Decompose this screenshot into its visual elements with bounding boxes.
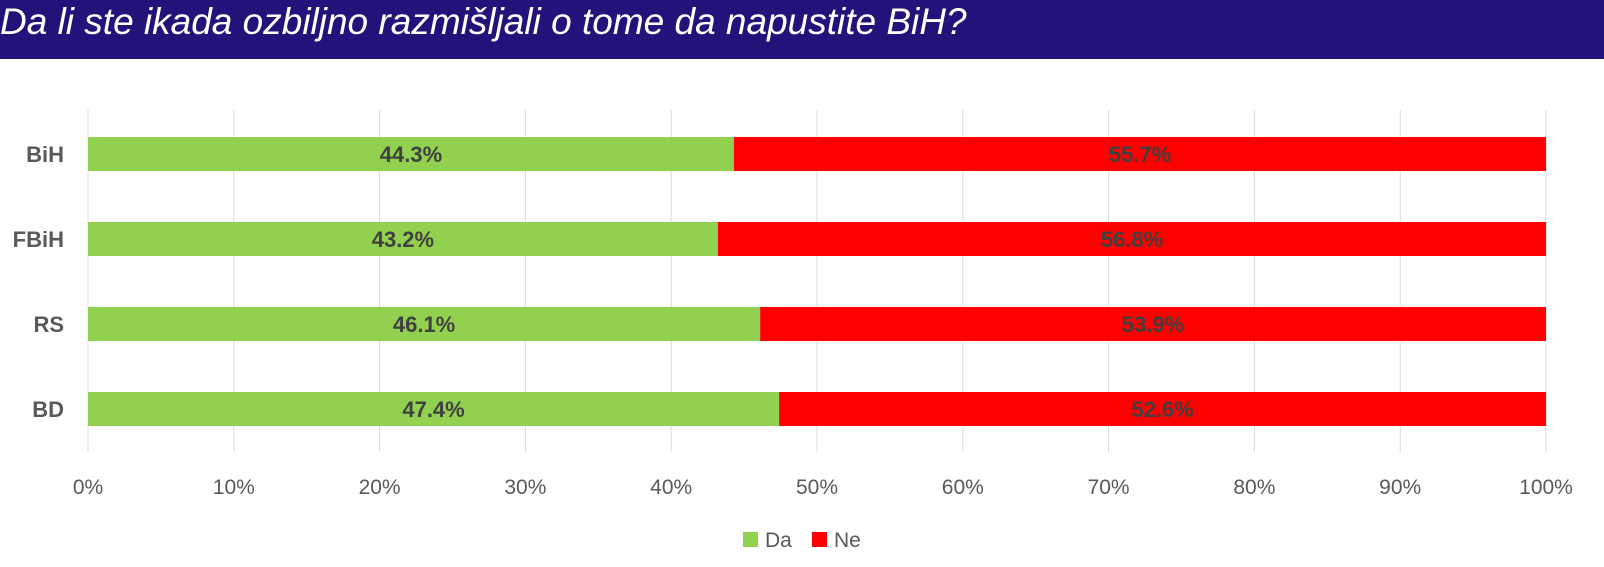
data-label: 46.1%	[393, 312, 455, 337]
data-label: 56.8%	[1101, 227, 1163, 252]
legend-label: Da	[765, 529, 792, 552]
x-tick-label: 40%	[650, 476, 692, 499]
bars	[88, 137, 1546, 426]
data-label: 43.2%	[372, 227, 434, 252]
x-tick-label: 90%	[1379, 476, 1421, 499]
x-tick-label: 50%	[796, 476, 838, 499]
x-tick-label: 80%	[1233, 476, 1275, 499]
data-label: 55.7%	[1109, 142, 1171, 167]
chart-title: Da li ste ikada ozbiljno razmišljali o t…	[0, 1, 967, 42]
category-label: BiH	[26, 142, 64, 167]
x-tick-label: 70%	[1088, 476, 1130, 499]
bar-da	[88, 307, 761, 341]
x-tick-label: 60%	[942, 476, 984, 499]
legend-label: Ne	[834, 529, 861, 552]
legend-swatch-ne	[812, 532, 827, 547]
axes: 0% 10% 20% 30% 40% 50% 60% 70% 80% 90% 100% BiH FBiH…	[13, 142, 1573, 499]
legend-swatch-da	[743, 532, 758, 547]
bar-da	[88, 137, 734, 171]
bar-da	[88, 392, 780, 426]
x-tick-label: 30%	[504, 476, 546, 499]
x-tick-label: 100%	[1519, 476, 1573, 499]
category-label: RS	[33, 312, 64, 337]
category-label: FBiH	[13, 227, 64, 252]
bar-ne	[717, 222, 1546, 256]
data-label: 52.6%	[1131, 397, 1193, 422]
bar-da	[88, 222, 718, 256]
title-bar: Da li ste ikada ozbiljno razmišljali o t…	[0, 0, 1604, 59]
category-label: BD	[32, 397, 64, 422]
data-labels: 44.3% 55.7% 43.2% 56.8% 46.1% 53.9% 47.4% 52.6%	[372, 142, 1194, 422]
bar-ne	[779, 392, 1546, 426]
data-label: 47.4%	[402, 397, 464, 422]
x-tick-label: 0%	[73, 476, 103, 499]
bar-ne	[733, 137, 1546, 171]
bar-ne	[760, 307, 1546, 341]
x-tick-label: 10%	[213, 476, 255, 499]
data-label: 44.3%	[380, 142, 442, 167]
legend: Da Ne	[743, 529, 861, 552]
data-label: 53.9%	[1122, 312, 1184, 337]
x-tick-label: 20%	[359, 476, 401, 499]
